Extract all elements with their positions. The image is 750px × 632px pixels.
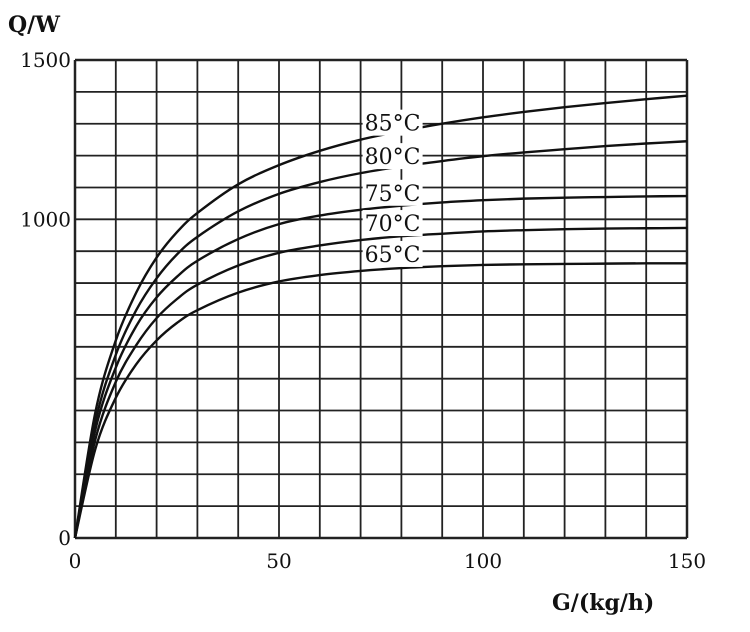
x-tick-label: 100	[464, 549, 502, 573]
x-tick-label: 150	[668, 549, 706, 573]
series-line	[73, 194, 688, 539]
series-label: 65°C	[365, 243, 421, 268]
curves	[73, 94, 688, 539]
series-line	[73, 140, 688, 539]
series-line	[73, 94, 688, 539]
series-label-background	[362, 179, 423, 206]
y-tick-label: 1500	[20, 48, 71, 72]
series-line	[73, 262, 688, 539]
curve-labels: 85°C 80°C 75°C 70°C 65°C	[362, 109, 423, 268]
series-label-background	[362, 143, 423, 170]
series-label-background	[362, 210, 423, 237]
series-line	[73, 226, 688, 539]
series-label: 80°C	[365, 145, 421, 170]
y-tick-label: 1000	[20, 207, 71, 231]
series-label: 70°C	[365, 212, 421, 237]
series-label: 75°C	[365, 182, 421, 207]
grid	[73, 58, 689, 540]
y-axis-label: Q/W	[8, 12, 60, 38]
x-tick-label: 50	[266, 549, 291, 573]
y-tick-label: 0	[58, 526, 71, 550]
series-label-background	[362, 240, 423, 267]
series-label: 85°C	[365, 112, 421, 137]
x-tick-label: 0	[69, 549, 82, 573]
series-label-background	[362, 109, 423, 136]
x-axis-label: G/(kg/h)	[552, 590, 654, 616]
